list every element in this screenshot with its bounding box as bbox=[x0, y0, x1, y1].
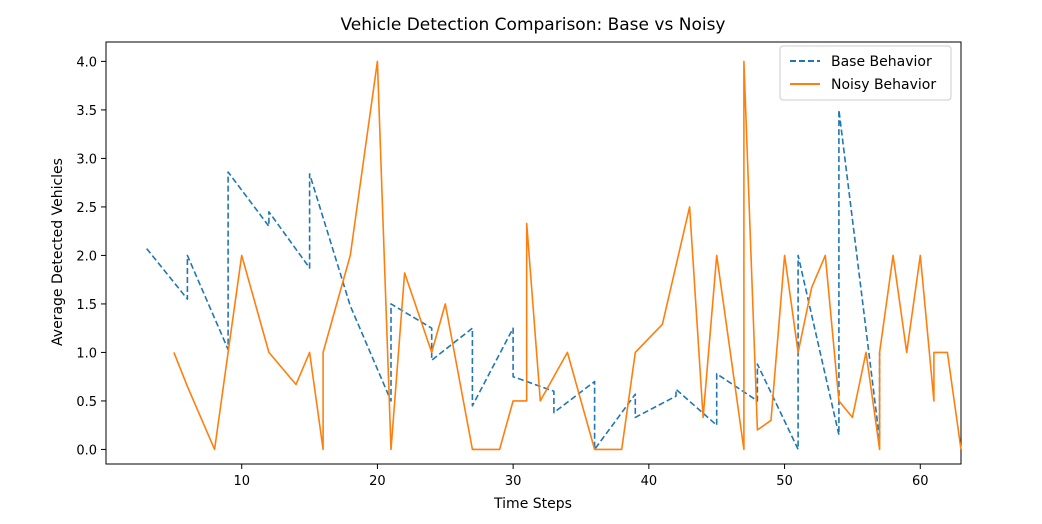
x-tick-label: 10 bbox=[233, 474, 250, 489]
x-tick-label: 20 bbox=[369, 474, 386, 489]
chart-title: Vehicle Detection Comparison: Base vs No… bbox=[341, 15, 726, 35]
legend-box bbox=[779, 45, 952, 101]
legend: Base Behavior Noisy Behavior bbox=[779, 45, 952, 101]
y-tick-label: 0.5 bbox=[76, 395, 97, 410]
plot-area: 10 20 30 40 50 60 0.0 0.5 1.0 1.5 2.0 2.5 3.0 3.5 4.0 bbox=[76, 41, 962, 489]
x-tick-label: 40 bbox=[641, 474, 658, 489]
legend-label-base: Base Behavior bbox=[831, 54, 932, 70]
x-tick-label: 50 bbox=[776, 474, 793, 489]
y-axis-label: Average Detected Vehicles bbox=[50, 158, 66, 346]
y-tick-label: 3.0 bbox=[76, 152, 97, 167]
series-line-base bbox=[146, 109, 881, 451]
x-tick-label: 30 bbox=[505, 474, 522, 489]
y-tick-label: 3.5 bbox=[76, 104, 97, 119]
y-tick-label: 2.5 bbox=[76, 201, 97, 216]
y-tick-label: 1.0 bbox=[76, 346, 97, 361]
x-axis-label: Time Steps bbox=[493, 496, 572, 512]
y-tick-label: 0.0 bbox=[76, 443, 97, 458]
y-tick-label: 1.5 bbox=[76, 298, 97, 313]
plot-frame bbox=[105, 41, 962, 465]
x-tick-label: 60 bbox=[912, 474, 929, 489]
legend-label-noisy: Noisy Behavior bbox=[831, 77, 936, 93]
y-tick-label: 2.0 bbox=[76, 249, 97, 264]
y-tick-label: 4.0 bbox=[76, 55, 97, 70]
series-line-noisy bbox=[173, 60, 962, 451]
